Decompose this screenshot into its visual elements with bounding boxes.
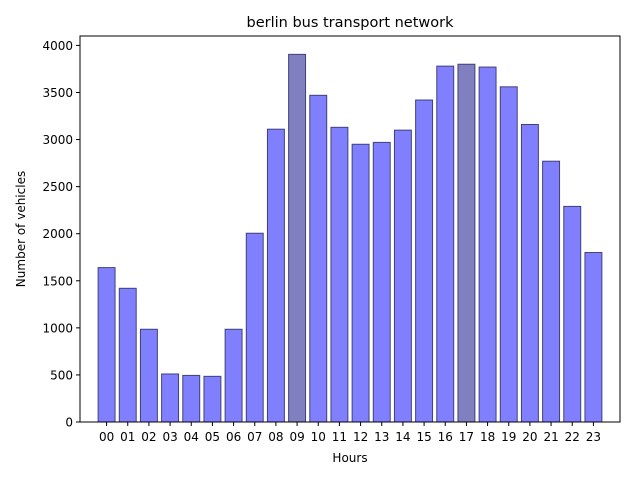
x-tick-label: 22 (565, 430, 580, 444)
x-tick-label: 17 (459, 430, 474, 444)
y-tick-label: 3500 (42, 86, 73, 100)
y-tick-label: 2000 (42, 227, 73, 241)
y-tick-label: 500 (50, 368, 73, 382)
bar-07 (245, 232, 264, 423)
bar-05 (203, 375, 222, 423)
y-axis-label: Number of vehicles (14, 171, 28, 287)
plot-area: 00 01 02 03 04 05 06 07 08 09 10 11 12 13 14 15 16 17 18 19… (42, 35, 621, 444)
x-tick-label: 06 (226, 430, 241, 444)
bar-17 (457, 63, 476, 423)
bar-22 (563, 205, 582, 423)
bar-11 (330, 126, 349, 423)
bar-13 (372, 141, 391, 423)
x-tick-label: 23 (586, 430, 601, 444)
x-tick-label: 08 (268, 430, 283, 444)
bar-00 (97, 267, 116, 423)
bar-19 (499, 86, 518, 423)
bar-23 (584, 252, 603, 423)
bar-16 (436, 65, 455, 423)
bar-21 (542, 160, 561, 423)
x-tick-label: 21 (543, 430, 558, 444)
chart-title: berlin bus transport network (247, 15, 455, 31)
bar-18 (478, 66, 497, 423)
axes-frame (79, 35, 621, 423)
x-tick-label: 03 (162, 430, 177, 444)
bar-09 (288, 53, 307, 423)
bar-02 (139, 328, 158, 423)
bar-01 (118, 287, 137, 423)
bar-08 (266, 128, 285, 423)
x-tick-label: 07 (247, 430, 262, 444)
x-tick-label: 14 (395, 430, 410, 444)
y-tick-label: 1500 (42, 274, 73, 288)
x-tick-label: 04 (184, 430, 199, 444)
y-tick-label: 1000 (42, 321, 73, 335)
bar-10 (309, 94, 328, 423)
x-tick-label: 19 (501, 430, 516, 444)
y-tick-label: 0 (65, 416, 73, 430)
x-tick-label: 20 (522, 430, 537, 444)
y-tick-label: 4000 (42, 39, 73, 53)
x-tick-label: 16 (438, 430, 453, 444)
y-tick-label: 2500 (42, 180, 73, 194)
y-tick-label: 3000 (42, 133, 73, 147)
bar-15 (415, 99, 434, 423)
bar-12 (351, 143, 370, 423)
x-tick-label: 01 (120, 430, 135, 444)
bar-06 (224, 328, 243, 423)
bar-14 (393, 129, 412, 423)
x-tick-label: 00 (99, 430, 114, 444)
x-tick-label: 13 (374, 430, 389, 444)
x-tick-label: 12 (353, 430, 368, 444)
x-tick-label: 09 (289, 430, 304, 444)
x-axis-label: Hours (332, 451, 367, 465)
x-tick-label: 15 (416, 430, 431, 444)
x-tick-label: 11 (332, 430, 347, 444)
bar-03 (161, 373, 180, 423)
x-tick-label: 05 (205, 430, 220, 444)
x-tick-label: 10 (311, 430, 326, 444)
bar-20 (520, 124, 539, 423)
x-tick-label: 18 (480, 430, 495, 444)
bar-04 (182, 374, 201, 423)
x-tick-label: 02 (141, 430, 156, 444)
